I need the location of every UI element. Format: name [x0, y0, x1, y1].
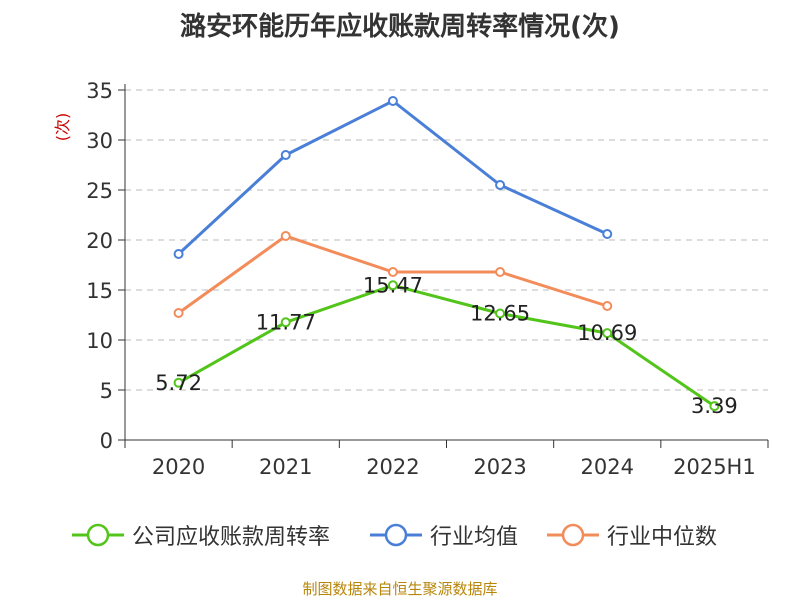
- data-point: [173, 377, 184, 388]
- legend-marker-icon: [72, 523, 124, 547]
- data-point: [602, 301, 613, 311]
- legend-label: 行业均值: [430, 525, 519, 550]
- legend-circle: [384, 523, 408, 547]
- source-note: 制图数据来自恒生聚源数据库: [302, 580, 498, 598]
- data-point: [173, 249, 184, 259]
- x-tick-label: 2023: [473, 455, 526, 479]
- axes: 0 5 10 15 20 25 30 35 2020 2021 2022 2023 2024 2025H1: [86, 79, 769, 479]
- data-point: [602, 328, 613, 339]
- y-tick-label: 5: [100, 379, 113, 403]
- data-point: [280, 150, 291, 160]
- y-tick-label: 20: [86, 229, 113, 253]
- x-tick-label: 2022: [366, 455, 419, 479]
- data-label: 5.72: [155, 371, 202, 395]
- chart-title: 潞安环能历年应收账款周转率情况(次): [180, 12, 620, 42]
- data-point: [602, 229, 613, 239]
- x-tick-label: 2025H1: [673, 455, 756, 479]
- series-0: [173, 280, 720, 412]
- data-label: 12.65: [470, 302, 530, 326]
- series-1: [173, 96, 613, 259]
- legend-item[interactable]: 行业均值: [370, 520, 518, 550]
- data-point: [280, 317, 291, 328]
- y-tick-label: 35: [86, 79, 113, 103]
- data-labels: 5.72 11.77 15.47 12.65 10.69 3.39: [155, 273, 738, 418]
- legend-label: 公司应收账款周转率: [132, 525, 331, 550]
- data-point: [709, 401, 720, 412]
- data-label: 10.69: [577, 321, 637, 345]
- legend-item[interactable]: 公司应收账款周转率: [72, 520, 330, 550]
- data-point: [495, 308, 506, 319]
- x-tick-label: 2021: [259, 455, 312, 479]
- data-label: 15.47: [363, 273, 423, 297]
- data-point: [387, 96, 398, 106]
- data-point: [387, 267, 398, 277]
- series-line: [177, 99, 608, 256]
- y-axis-label: (次): [53, 113, 72, 142]
- y-tick-label: 15: [86, 279, 113, 303]
- data-point: [387, 280, 398, 291]
- y-tick-label: 25: [86, 179, 113, 203]
- series-2: [173, 231, 613, 318]
- data-label: 11.77: [256, 310, 316, 334]
- x-tick-label: 2020: [152, 455, 205, 479]
- grid-lines: [125, 89, 768, 391]
- y-tick-label: 0: [100, 429, 113, 453]
- data-point: [280, 231, 291, 241]
- legend-item[interactable]: 行业中位数: [547, 520, 717, 550]
- y-tick-label: 10: [86, 329, 113, 353]
- series: [173, 96, 720, 412]
- legend-circle: [561, 523, 585, 547]
- legend-label: 行业中位数: [607, 525, 718, 550]
- data-label: 3.39: [691, 394, 738, 418]
- data-point: [495, 267, 506, 277]
- y-tick-label: 30: [86, 129, 113, 153]
- legend-marker-icon: [547, 523, 599, 547]
- data-point: [495, 180, 506, 190]
- legend-marker-icon: [370, 523, 422, 547]
- legend-circle: [86, 523, 110, 547]
- data-point: [173, 308, 184, 318]
- series-line: [177, 283, 716, 408]
- x-tick-label: 2024: [581, 455, 634, 479]
